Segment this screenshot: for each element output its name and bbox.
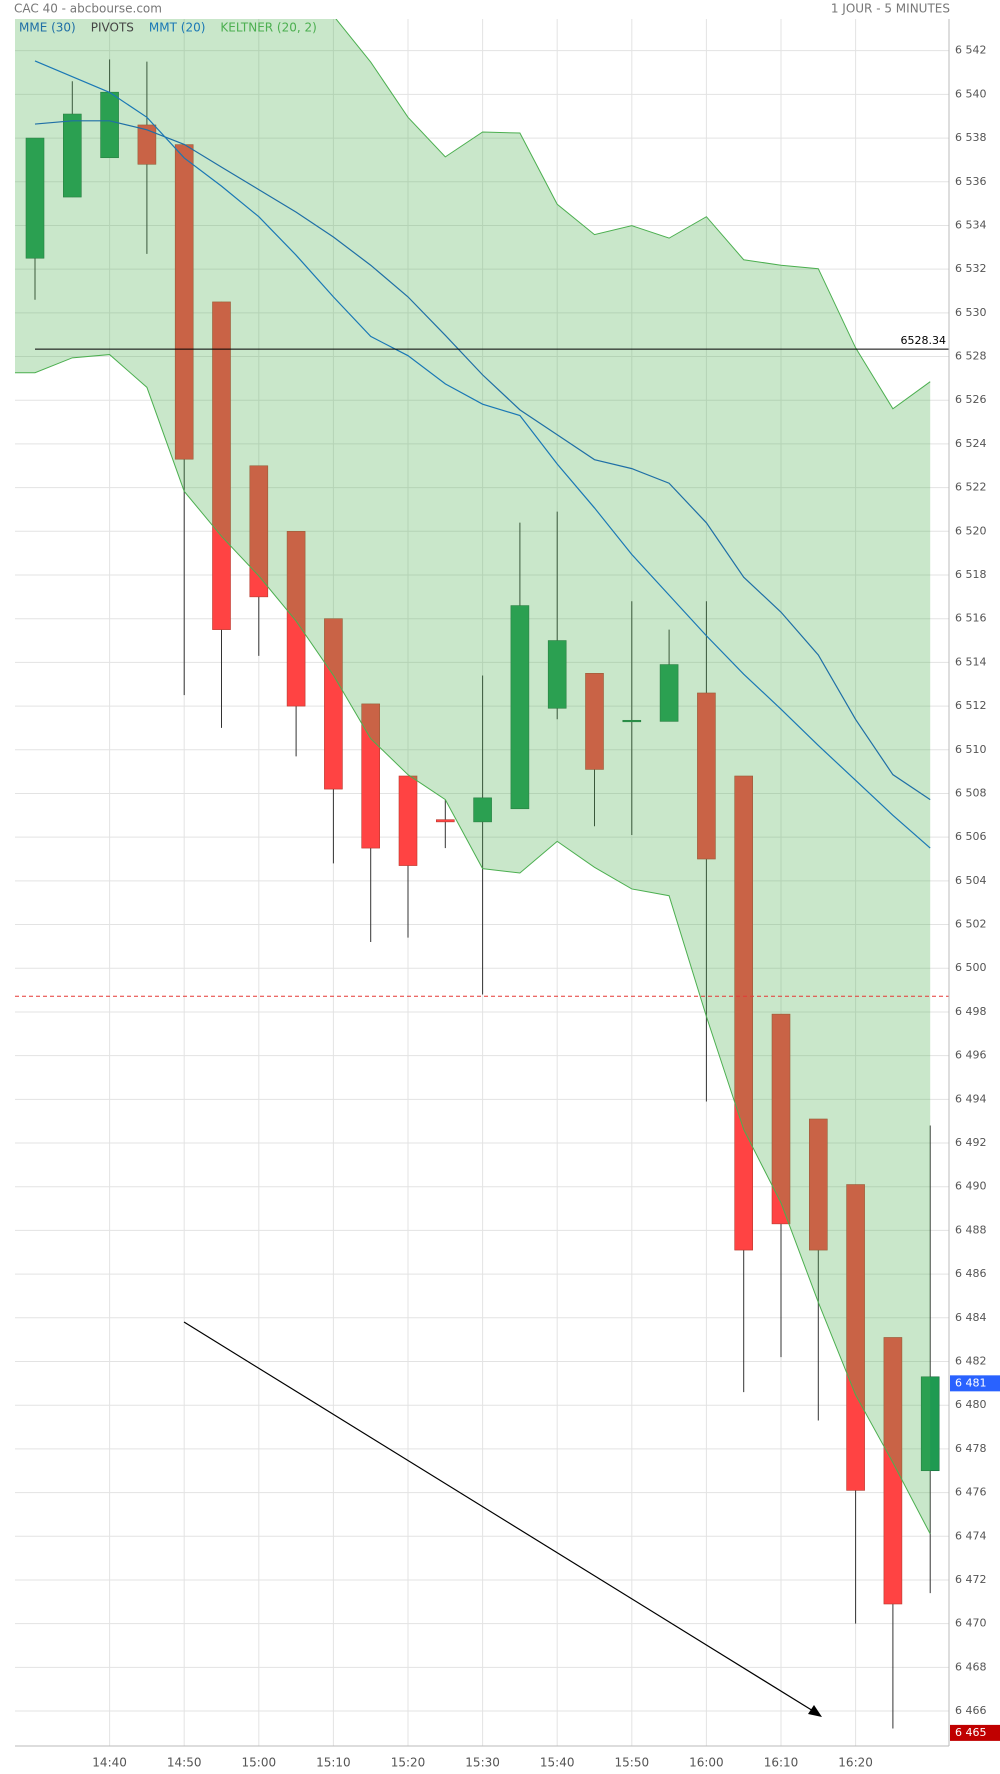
x-tick-label: 15:00 xyxy=(242,1756,277,1770)
y-tick-label: 6 486 xyxy=(955,1267,987,1280)
y-tick-label: 6 492 xyxy=(955,1136,987,1149)
y-tick-label: 6 484 xyxy=(955,1311,987,1324)
price-tag xyxy=(950,1724,1000,1741)
plot xyxy=(15,19,949,1729)
y-tick-label: 6 478 xyxy=(955,1442,987,1455)
chart-subtitle: 1 JOUR - 5 MINUTES xyxy=(831,2,950,16)
y-tick-label: 6 528 xyxy=(955,350,987,363)
y-tick-label: 6 482 xyxy=(955,1354,987,1367)
y-tick-label: 6 508 xyxy=(955,786,987,799)
legend-entry: KELTNER (20, 2) xyxy=(220,21,316,35)
y-tick-label: 6 518 xyxy=(955,568,987,581)
y-tick-label: 6 538 xyxy=(955,131,987,144)
y-tick-label: 6 542 xyxy=(955,44,987,57)
candle-body xyxy=(137,124,157,165)
keltner-lower xyxy=(15,354,931,1535)
y-tick-label: 6 500 xyxy=(955,961,987,974)
legend-entry: MME (30) xyxy=(19,21,76,35)
x-tick-label: 15:50 xyxy=(615,1756,650,1770)
price-tag xyxy=(950,1375,1000,1392)
x-tick-label: 14:50 xyxy=(167,1756,202,1770)
grid xyxy=(15,19,949,1746)
y-tick-label: 6 472 xyxy=(955,1573,987,1586)
legend-entry: MMT (20) xyxy=(149,21,205,35)
candle-body xyxy=(883,1337,903,1605)
y-tick-label: 6 498 xyxy=(955,1005,987,1018)
y-tick-label: 6 512 xyxy=(955,699,987,712)
y-tick-label: 6 526 xyxy=(955,393,987,406)
ma-line xyxy=(34,60,931,849)
y-tick-label: 6 504 xyxy=(955,874,987,887)
x-tick-label: 15:20 xyxy=(391,1756,426,1770)
y-tick-label: 6 516 xyxy=(955,612,987,625)
y-tick-label: 6 506 xyxy=(955,830,987,843)
candle-body xyxy=(808,1118,828,1251)
y-tick-label: 6 470 xyxy=(955,1617,987,1630)
candle-body xyxy=(547,640,567,709)
candle-body xyxy=(585,673,604,770)
x-tick-label: 16:20 xyxy=(838,1756,873,1770)
candle-body xyxy=(361,703,381,849)
ma-line xyxy=(34,120,931,801)
y-tick-label: 6 474 xyxy=(955,1529,987,1542)
chart-title: CAC 40 - abcbourse.com xyxy=(14,2,162,16)
y-tick-label: 6 502 xyxy=(955,918,987,931)
price-tag-label: 6 481 xyxy=(955,1376,987,1389)
candle-body xyxy=(846,1184,865,1491)
candle-body xyxy=(510,605,530,810)
x-tick-label: 16:10 xyxy=(764,1756,799,1770)
keltner-band xyxy=(15,19,931,1534)
candle-body xyxy=(697,692,716,860)
axis-labels: 6 466 6 468 6 470 6 472 6 474 6 476 6 478 6 480… xyxy=(92,44,1000,1770)
legend: MME (30) PIVOTS MMT (20) KELTNER (20, 2) xyxy=(19,21,317,35)
legend-entry: PIVOTS xyxy=(91,21,134,35)
arrow-head xyxy=(808,1705,822,1717)
x-tick-label: 15:10 xyxy=(316,1756,351,1770)
x-tick-label: 14:40 xyxy=(92,1756,127,1770)
y-tick-label: 6 524 xyxy=(955,437,987,450)
candle-body xyxy=(659,664,679,722)
y-tick-label: 6 510 xyxy=(955,743,987,756)
y-tick-label: 6 494 xyxy=(955,1092,987,1105)
candle-body xyxy=(734,775,754,1251)
candle-body xyxy=(324,618,343,790)
candle-body xyxy=(286,531,306,707)
y-tick-label: 6 540 xyxy=(955,87,987,100)
h-line-label: 6528.34 xyxy=(901,334,947,347)
y-tick-label: 6 488 xyxy=(955,1223,987,1236)
trend-arrow xyxy=(183,1321,819,1715)
y-tick-label: 6 490 xyxy=(955,1180,987,1193)
y-tick-label: 6 532 xyxy=(955,262,987,275)
y-tick-label: 6 476 xyxy=(955,1486,987,1499)
keltner-upper xyxy=(335,19,931,410)
y-tick-label: 6 530 xyxy=(955,306,987,319)
y-tick-label: 6 466 xyxy=(955,1704,987,1717)
y-tick-label: 6 514 xyxy=(955,655,987,668)
y-tick-label: 6 480 xyxy=(955,1398,987,1411)
candle-body xyxy=(435,819,455,823)
y-tick-label: 6 496 xyxy=(955,1049,987,1062)
x-tick-label: 15:30 xyxy=(465,1756,500,1770)
candle-body xyxy=(622,719,642,723)
y-tick-label: 6 522 xyxy=(955,481,987,494)
y-tick-label: 6 520 xyxy=(955,524,987,537)
x-tick-label: 16:00 xyxy=(689,1756,724,1770)
candle-body xyxy=(398,775,418,866)
x-tick-label: 15:40 xyxy=(540,1756,575,1770)
candle-body xyxy=(62,113,82,198)
candle-body xyxy=(771,1013,791,1225)
y-tick-label: 6 468 xyxy=(955,1660,987,1673)
price-tag-label: 6 465 xyxy=(955,1726,987,1739)
y-tick-label: 6 534 xyxy=(955,218,987,231)
candle-body xyxy=(473,797,492,823)
candle-body xyxy=(249,465,269,598)
candle-body xyxy=(920,1376,940,1472)
candle-body xyxy=(212,301,231,630)
candle-body xyxy=(25,137,45,259)
y-tick-label: 6 536 xyxy=(955,175,987,188)
